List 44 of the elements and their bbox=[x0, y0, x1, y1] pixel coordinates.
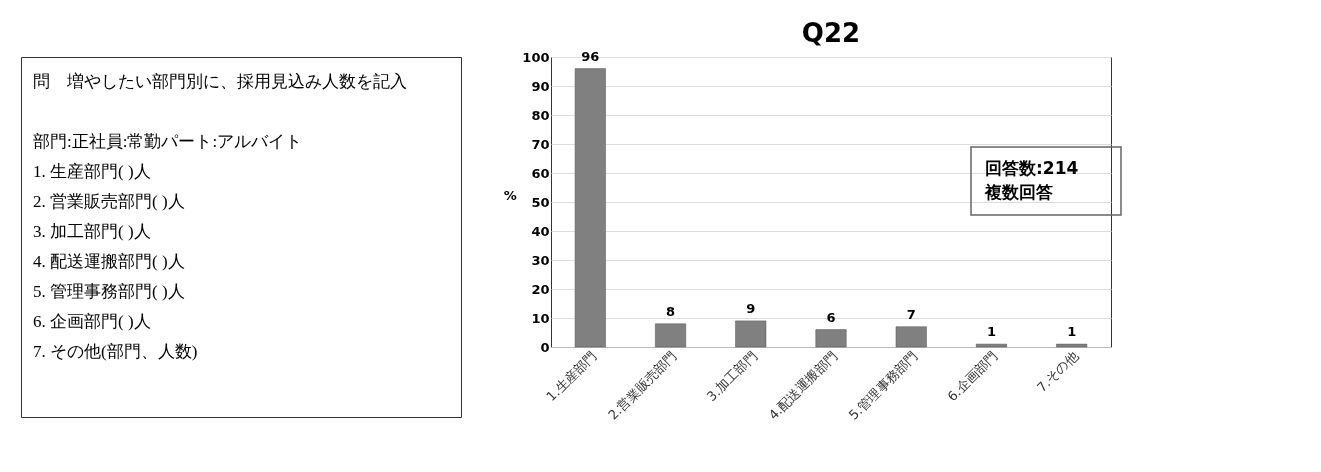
text: 4. 配送運搬部門( )人 bbox=[33, 252, 185, 271]
bar bbox=[735, 320, 767, 348]
x-tick-label: 3.加工部門 bbox=[703, 348, 760, 405]
y-tick-label: 80 bbox=[531, 107, 550, 123]
y-tick-label: 70 bbox=[531, 136, 550, 152]
annotation: 回答数:214 bbox=[985, 158, 1079, 178]
bar bbox=[975, 343, 1007, 348]
y-tick-label: 30 bbox=[531, 252, 550, 268]
text: 1. 生産部門( )人 bbox=[33, 162, 151, 181]
text: 3. 加工部門( )人 bbox=[33, 222, 151, 241]
y-tick-label: 90 bbox=[531, 78, 550, 94]
text: 部門:正社員:常勤パート:アルバイト bbox=[33, 132, 303, 151]
data-label: 1 bbox=[986, 324, 996, 340]
data-label: 8 bbox=[666, 303, 676, 319]
text: 7. その他(部門、人数) bbox=[33, 342, 198, 361]
text: 5. 管理事務部門( )人 bbox=[33, 282, 185, 301]
text: 2. 営業販売部門( )人 bbox=[33, 192, 185, 211]
bar bbox=[1056, 343, 1088, 348]
annotation: 複数回答 bbox=[984, 182, 1053, 202]
text: 6. 企画部門( )人 bbox=[33, 312, 151, 331]
bar bbox=[815, 329, 847, 348]
data-label: 1 bbox=[1067, 324, 1077, 340]
y-axis-title: % bbox=[503, 187, 517, 203]
x-tick-label: 4.配送運搬部門 bbox=[765, 348, 841, 423]
y-tick-label: 20 bbox=[531, 281, 550, 297]
y-tick-label: 50 bbox=[531, 194, 550, 210]
y-tick-label: 40 bbox=[531, 223, 550, 239]
text: 問 増やしたい部門別に、採用見込み人数を記入 bbox=[33, 72, 407, 91]
y-tick-label: 0 bbox=[540, 339, 550, 355]
x-tick-label: 6.企画部門 bbox=[944, 348, 1001, 405]
data-label: 96 bbox=[581, 48, 600, 64]
bar bbox=[574, 68, 606, 348]
bar bbox=[895, 326, 927, 348]
y-tick-label: 60 bbox=[531, 165, 550, 181]
x-tick-label: 2.営業販売部門 bbox=[605, 348, 680, 423]
chart-title: Q22 bbox=[801, 17, 861, 48]
data-label: 7 bbox=[906, 306, 916, 322]
y-tick-label: 100 bbox=[522, 49, 550, 65]
bar bbox=[655, 323, 687, 348]
data-label: 9 bbox=[746, 300, 756, 316]
data-label: 6 bbox=[826, 309, 836, 325]
x-tick-label: 7.その他 bbox=[1033, 348, 1081, 396]
y-tick-label: 10 bbox=[531, 310, 550, 326]
x-tick-label: 5.管理事務部門 bbox=[845, 348, 921, 423]
